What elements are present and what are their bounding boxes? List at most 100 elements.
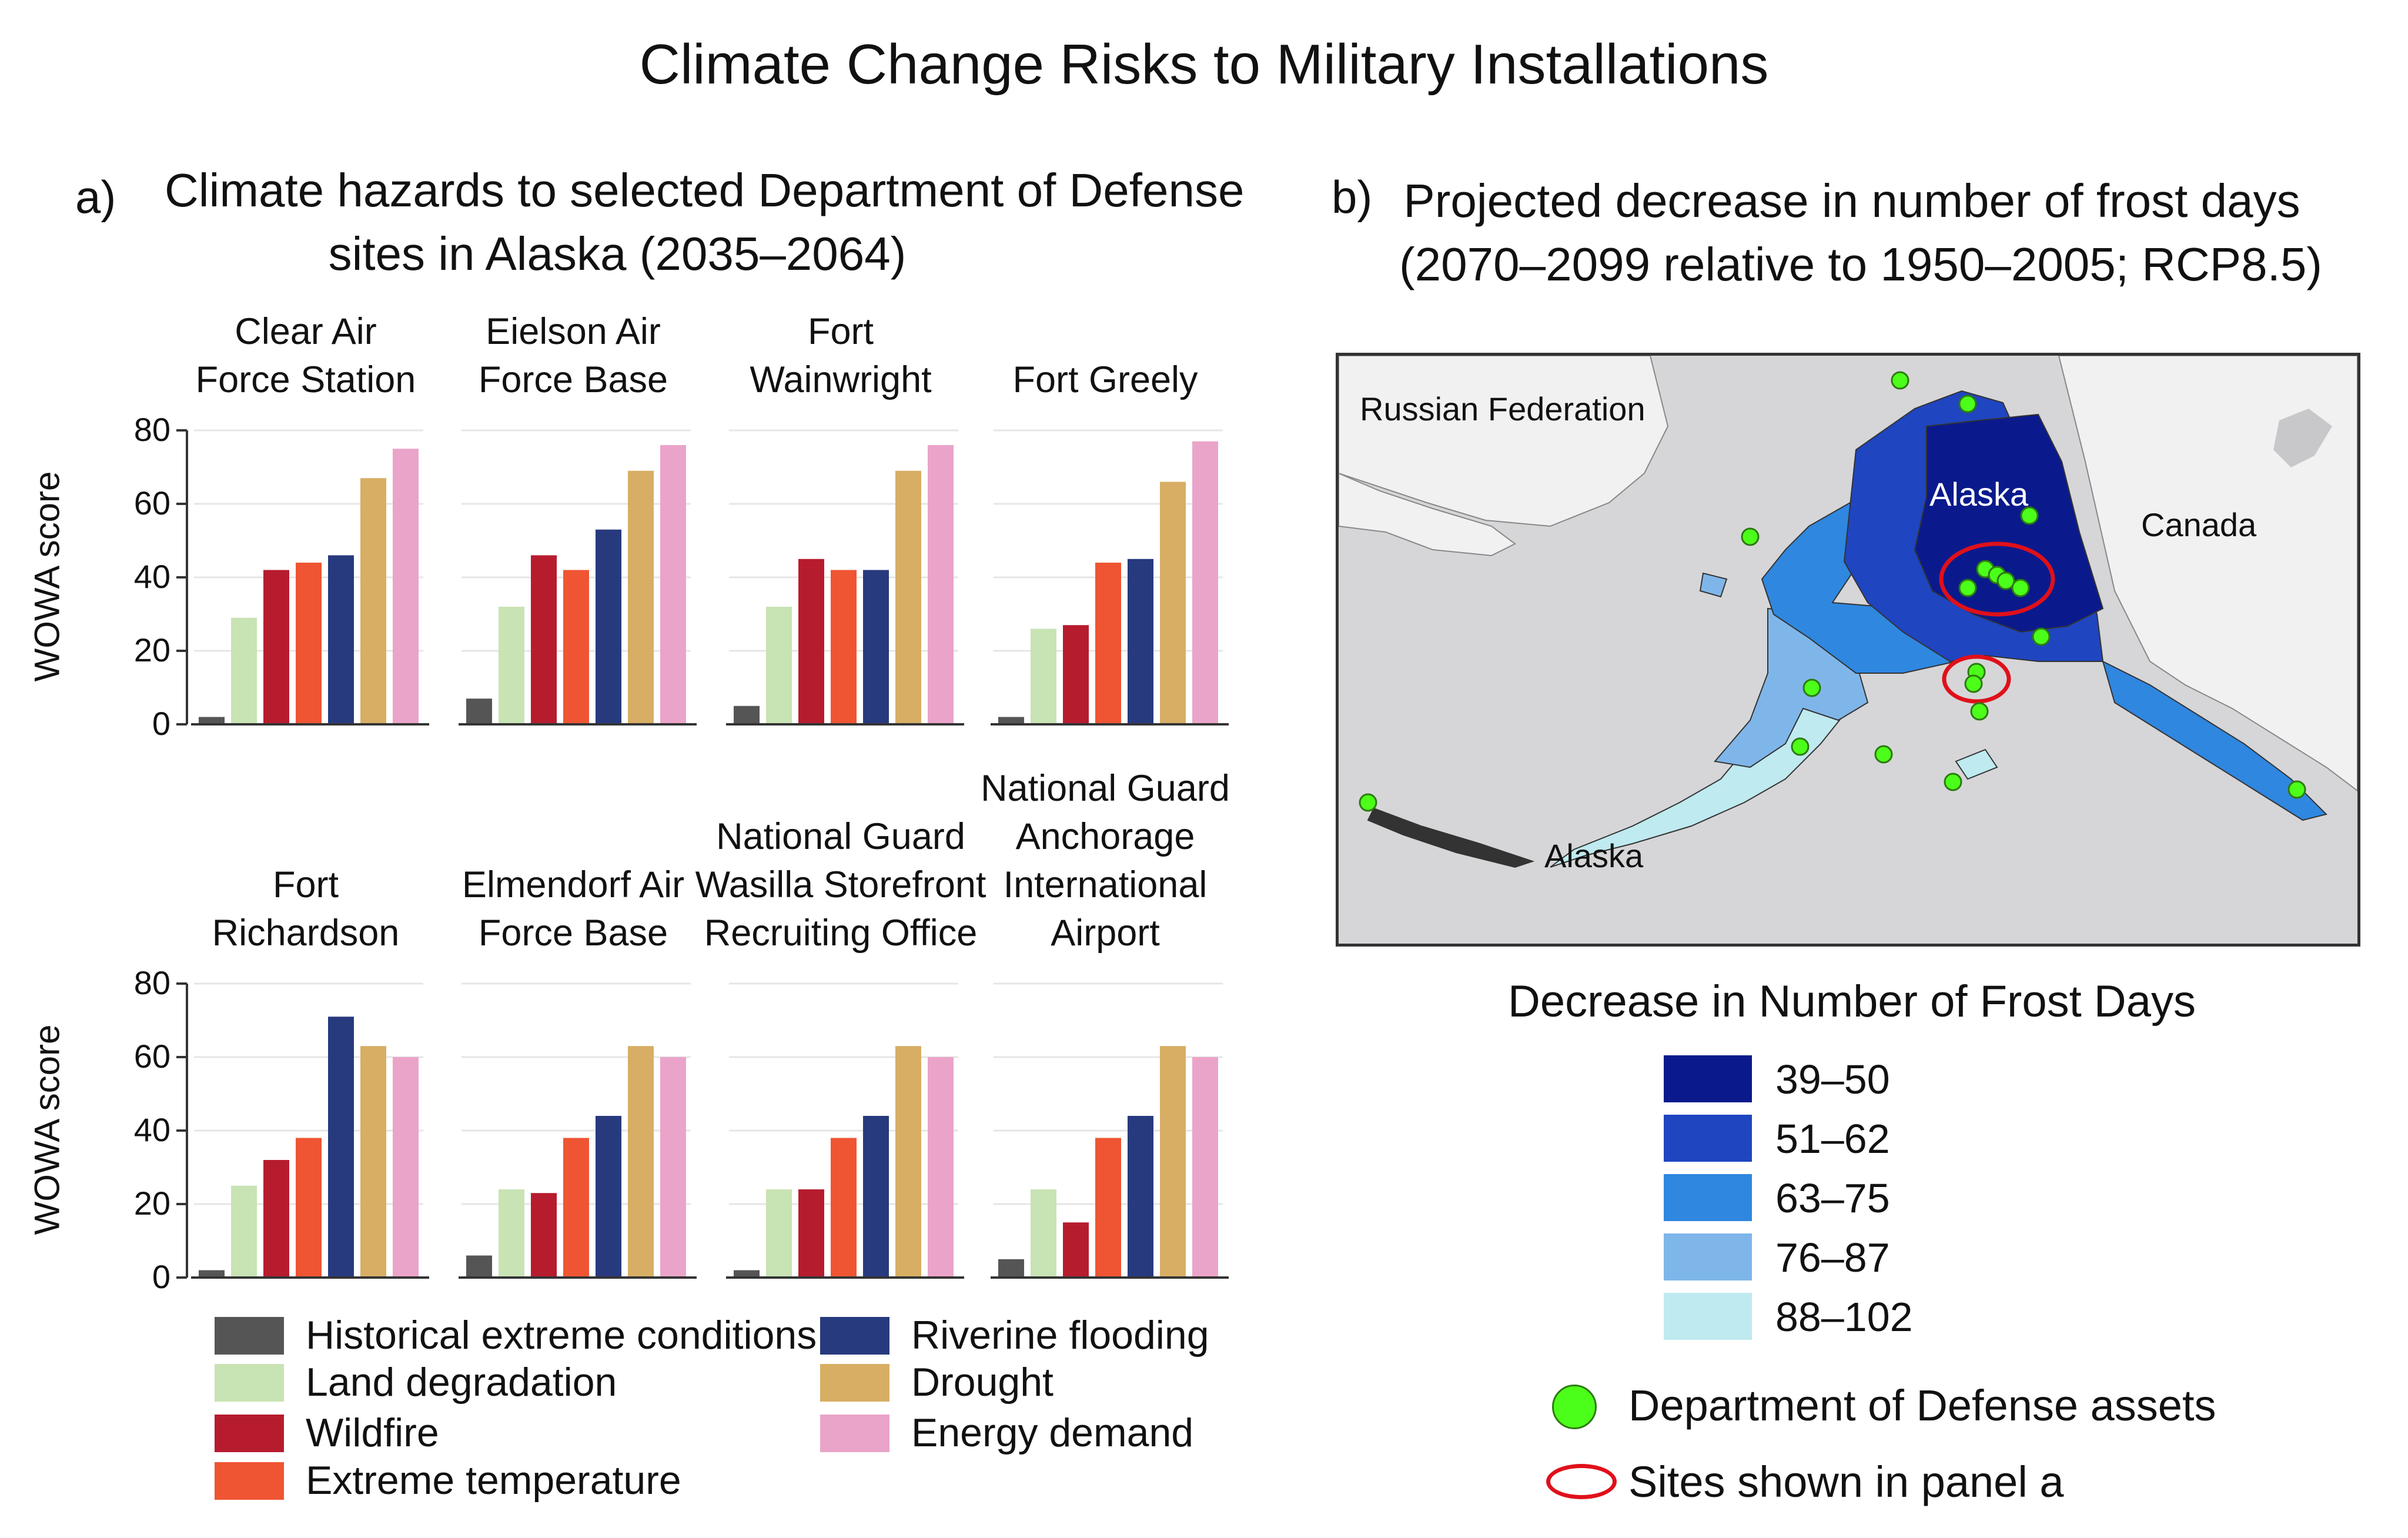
seward-island	[1699, 572, 1728, 598]
site-title: Wasilla Storefront	[695, 864, 986, 905]
legend-swatch	[215, 1462, 284, 1500]
bar-wildfire	[1063, 1222, 1089, 1278]
site-ring-interior	[1939, 541, 2055, 617]
map-graphic	[1339, 356, 2357, 868]
bar-wildfire	[798, 559, 824, 724]
bar-drought	[628, 1046, 654, 1278]
bar-energy-demand	[660, 445, 686, 724]
legend-label: Riverine flooding	[911, 1313, 1209, 1358]
frost-legend-swatch	[1664, 1233, 1752, 1280]
bar-historical-extreme-conditions	[199, 1270, 225, 1278]
bar-energy-demand	[1192, 441, 1218, 724]
russia-landmass	[1339, 356, 1669, 527]
y-tick-label: 80	[133, 964, 170, 1001]
bar-historical-extreme-conditions	[998, 717, 1024, 724]
y-tick-label: 0	[152, 1258, 170, 1295]
site-title: Airport	[1051, 912, 1160, 954]
y-tick-label: 80	[133, 411, 170, 448]
bar-historical-extreme-conditions	[998, 1259, 1024, 1278]
bar-extreme-temperature	[296, 1138, 322, 1278]
bar-riverine-flooding	[863, 1116, 889, 1278]
bar-drought	[895, 1046, 921, 1278]
site-title: International	[1003, 864, 1208, 905]
site-title: Richardson	[212, 912, 400, 954]
panel-b-letter: b)	[1332, 171, 1373, 223]
bar-riverine-flooding	[1128, 559, 1153, 724]
bar-wildfire	[531, 1193, 557, 1278]
bar-drought	[360, 1046, 386, 1278]
site-title: Wainwright	[750, 359, 932, 400]
legend-swatch	[215, 1415, 284, 1452]
frost-legend-label: 63–75	[1775, 1175, 1890, 1221]
legend-label: Energy demand	[911, 1410, 1194, 1455]
site-title: Eielson Air	[486, 311, 661, 352]
bar-wildfire	[263, 570, 289, 724]
frost-legend-label: 76–87	[1775, 1235, 1890, 1280]
panel-a-title-line2: sites in Alaska (2035–2064)	[328, 228, 907, 280]
bar-wildfire	[1063, 625, 1089, 724]
bar-drought	[628, 470, 654, 724]
frost-legend-swatch	[1664, 1055, 1752, 1102]
frost-legend-swatch	[1664, 1293, 1752, 1340]
site-ring-icon	[1546, 1464, 1617, 1499]
bar-energy-demand	[393, 449, 419, 724]
map-label-alaska-north: Alaska	[1929, 476, 2029, 513]
y-tick-label: 20	[133, 1185, 170, 1222]
legend-swatch	[215, 1364, 284, 1402]
frost-legend-label: 51–62	[1775, 1116, 1890, 1162]
site-title: National Guard	[716, 816, 965, 857]
site-title: Elmendorf Air	[461, 864, 685, 905]
bar-drought	[895, 470, 921, 724]
bar-riverine-flooding	[596, 1116, 621, 1278]
legend-label: Historical extreme conditions	[306, 1313, 817, 1358]
bar-extreme-temperature	[831, 1138, 857, 1278]
frost-legend-label: 39–50	[1775, 1056, 1890, 1102]
main-title: Climate Change Risks to Military Install…	[639, 33, 1769, 96]
panel-b-title-line2: (2070–2099 relative to 1950–2005; RCP8.5…	[1399, 238, 2322, 290]
bar-land-degradation	[1031, 1189, 1056, 1278]
frost-legend-swatch	[1664, 1115, 1752, 1162]
site-title: Fort Greely	[1012, 359, 1198, 400]
dod-assets-label: Department of Defense assets	[1628, 1381, 2216, 1430]
site-title: Force Station	[195, 359, 416, 400]
bar-drought	[1160, 482, 1186, 724]
bar-land-degradation	[231, 617, 257, 724]
site-title: Anchorage	[1015, 816, 1195, 857]
bar-energy-demand	[928, 445, 954, 724]
bar-drought	[360, 478, 386, 724]
y-tick-label: 20	[133, 631, 170, 668]
bar-historical-extreme-conditions	[734, 1270, 760, 1278]
bar-extreme-temperature	[831, 570, 857, 724]
bar-riverine-flooding	[328, 555, 354, 724]
bar-land-degradation	[766, 607, 792, 724]
alaska-panhandle	[2102, 660, 2327, 821]
bar-extreme-temperature	[1095, 563, 1121, 724]
map-label-alaska-south: Alaska	[1544, 837, 1644, 874]
y-tick-label: 40	[133, 1111, 170, 1148]
bar-historical-extreme-conditions	[734, 706, 760, 724]
bar-drought	[1160, 1046, 1186, 1278]
aleutian-chain	[1367, 807, 1535, 868]
y-axis-label: WOWA score	[27, 471, 67, 682]
legend-swatch	[215, 1317, 284, 1355]
frost-legend-label: 88–102	[1775, 1294, 1913, 1340]
bar-extreme-temperature	[563, 570, 589, 724]
frost-days-map: Russian Federation Alaska Canada Alaska	[1336, 353, 2360, 947]
bar-land-degradation	[499, 607, 524, 724]
site-ring-anchorage	[1942, 654, 2011, 704]
site-title: Clear Air	[235, 311, 377, 352]
legend-label: Extreme temperature	[306, 1458, 681, 1503]
dod-asset-marker-icon	[1552, 1385, 1597, 1429]
bar-energy-demand	[660, 1057, 686, 1278]
bar-riverine-flooding	[1128, 1116, 1153, 1278]
map-label-canada: Canada	[2141, 506, 2257, 543]
sites-shown-label: Sites shown in panel a	[1628, 1457, 2064, 1506]
bar-wildfire	[263, 1160, 289, 1278]
bar-extreme-temperature	[563, 1138, 589, 1278]
bar-energy-demand	[393, 1057, 419, 1278]
bar-energy-demand	[1192, 1057, 1218, 1278]
alaska-band-39-50	[1914, 413, 2104, 633]
kodiak-island	[1955, 748, 1998, 780]
legend-swatch	[820, 1364, 889, 1402]
y-tick-label: 60	[133, 1038, 170, 1075]
